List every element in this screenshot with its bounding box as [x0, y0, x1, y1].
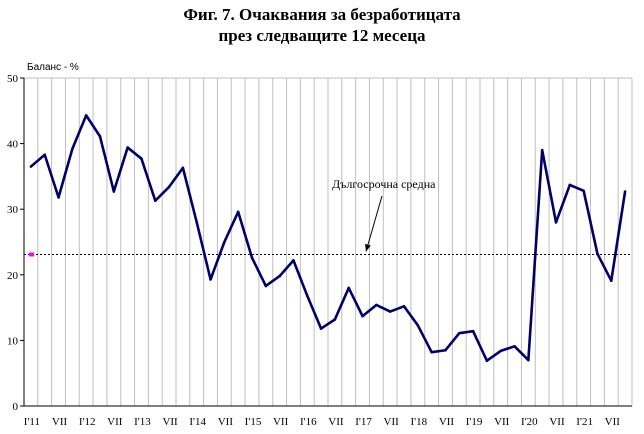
- x-tick-labels: I'11 VII I'12 VII I'13 VII I'14 VII I'15 VII I'16 V…: [24, 416, 620, 428]
- data-point: [568, 183, 572, 187]
- x-tick-label: I'12: [79, 416, 96, 428]
- y-tick-labels: 0 10 20 30 40 50: [7, 73, 24, 413]
- data-point: [126, 146, 129, 149]
- data-point: [43, 153, 47, 157]
- y-tick-label: 50: [7, 73, 19, 85]
- data-point: [540, 148, 544, 152]
- x-tick-label: VII: [328, 416, 344, 428]
- x-tick-label: VII: [439, 416, 455, 428]
- annotation-arrow-head: [365, 243, 371, 252]
- annotation-arrow-line: [365, 195, 383, 252]
- series-line: [30, 114, 627, 363]
- data-point: [292, 259, 295, 262]
- x-tick-label: VII: [107, 416, 123, 428]
- data-point: [71, 147, 74, 151]
- x-tick-label: VII: [494, 416, 510, 428]
- data-point: [209, 278, 212, 281]
- data-point: [444, 348, 447, 352]
- data-point: [305, 294, 309, 298]
- data-point: [361, 314, 364, 318]
- data-point: [57, 196, 60, 199]
- x-tick-label: I'20: [521, 416, 538, 428]
- y-tick-label: 30: [7, 204, 19, 216]
- data-point: [485, 359, 489, 363]
- y-tick-label: 0: [13, 401, 19, 413]
- data-point: [388, 310, 392, 313]
- data-point: [153, 199, 157, 202]
- data-point: [112, 190, 116, 193]
- data-point: [416, 324, 420, 327]
- x-tick-label: VII: [549, 416, 565, 428]
- chart-title-line-1: Фиг. 7. Очаквания за безработицата: [183, 5, 461, 24]
- x-tick-label: I'16: [300, 416, 317, 428]
- data-point: [582, 189, 585, 193]
- data-point: [319, 327, 323, 330]
- data-point: [278, 274, 281, 278]
- x-tick-label: I'21: [576, 416, 593, 428]
- data-point: [250, 256, 254, 260]
- data-point: [596, 252, 599, 256]
- data-point: [195, 221, 199, 224]
- data-point: [181, 166, 185, 170]
- data-point: [29, 165, 33, 168]
- data-point: [513, 345, 516, 348]
- data-point: [264, 284, 268, 288]
- x-tick-label: VII: [162, 416, 178, 428]
- x-tick-label: VII: [218, 416, 234, 428]
- y-tick-label: 40: [7, 139, 19, 151]
- chart-title-line-2: през следващите 12 месеца: [218, 26, 426, 45]
- data-point: [98, 135, 102, 138]
- data-point: [140, 157, 143, 160]
- annotation-label: Дългосрочна средна: [332, 177, 436, 191]
- data-point: [471, 329, 475, 333]
- x-tick-label: I'11: [24, 416, 40, 428]
- data-point: [223, 240, 226, 244]
- data-point: [84, 114, 88, 117]
- y-tick-label: 10: [7, 335, 19, 347]
- y-axis-title: Баланс - %: [27, 62, 79, 73]
- data-point: [609, 279, 613, 283]
- data-point: [167, 185, 171, 189]
- x-tick-label: VII: [273, 416, 289, 428]
- data-point: [499, 349, 503, 353]
- x-tick-label: I'13: [134, 416, 151, 428]
- x-tick-label: VII: [52, 416, 68, 428]
- x-tick-label: I'17: [355, 416, 372, 428]
- data-point: [554, 221, 558, 224]
- data-point: [402, 304, 406, 308]
- chart-title: Фиг. 7. Очаквания за безработицата през …: [0, 4, 644, 46]
- x-tick-label: VII: [384, 416, 400, 428]
- x-tick-label: I'19: [466, 416, 483, 428]
- data-point: [375, 303, 378, 307]
- x-tick-label: I'14: [189, 416, 206, 428]
- data-point: [333, 318, 337, 321]
- data-point: [236, 210, 240, 214]
- long-term-average-marker: [29, 252, 34, 257]
- data-point: [527, 358, 530, 362]
- data-point: [623, 190, 627, 193]
- grid-lines: [24, 77, 633, 406]
- data-point: [430, 350, 433, 354]
- data-point: [347, 286, 351, 290]
- x-tick-label: VII: [605, 416, 621, 428]
- x-tick-label: I'18: [410, 416, 427, 428]
- data-points: [29, 114, 627, 363]
- data-point: [457, 331, 461, 335]
- x-tick-label: I'15: [245, 416, 262, 428]
- y-tick-label: 20: [7, 270, 19, 282]
